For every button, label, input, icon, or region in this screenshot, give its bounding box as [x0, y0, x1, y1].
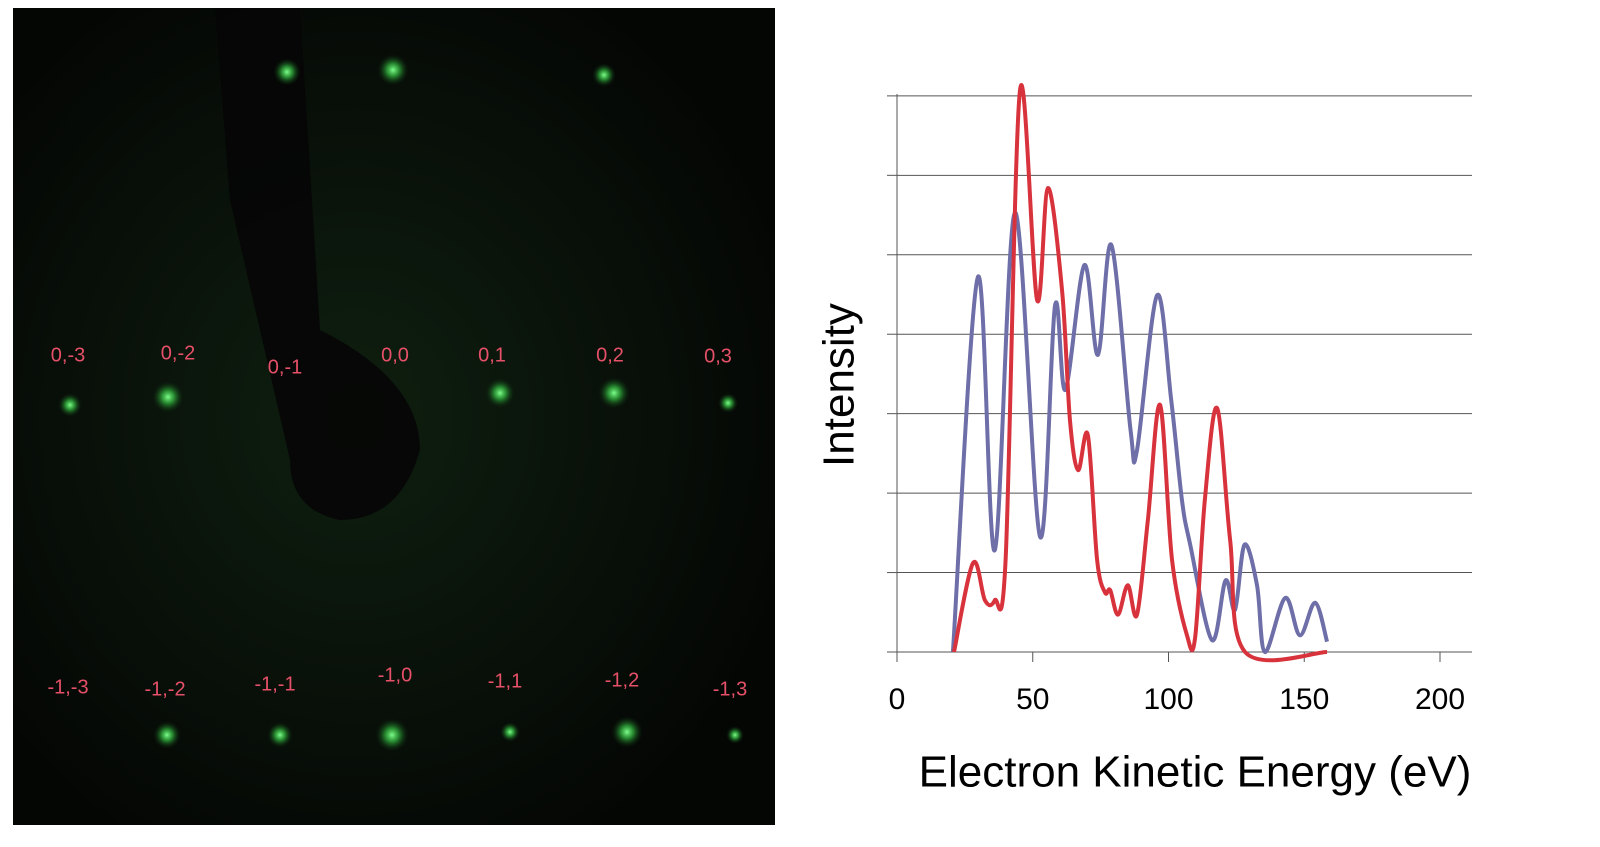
spot: [152, 381, 184, 413]
sample-holder-shadow: [215, 8, 420, 520]
spot: [500, 722, 520, 742]
spot-label: 0,-1: [268, 356, 302, 378]
x-tick-label: 200: [1415, 683, 1465, 716]
spot-label: 0,-2: [161, 342, 195, 364]
spot: [273, 58, 301, 86]
spot: [58, 393, 82, 417]
spot: [598, 377, 630, 409]
x-tick-label: 150: [1279, 683, 1329, 716]
spot-label: 0,-3: [51, 344, 85, 366]
x-tick-label: 50: [1016, 683, 1049, 716]
spot: [267, 722, 293, 748]
x-tick-label: 0: [889, 683, 906, 716]
spot-labels: 0,-3 0,-2 0,-1 0,0 0,1 0,2 0,3 -1,-3 -1,-2 -1,-1 -…: [47, 342, 747, 700]
spot-label: -1,-1: [254, 673, 295, 695]
spot: [726, 726, 744, 744]
spot-label: 0,2: [596, 344, 624, 366]
spot: [592, 63, 616, 87]
y-axis-label: Intensity: [815, 303, 864, 467]
spot: [485, 378, 515, 408]
spot-label: -1,2: [605, 669, 639, 691]
diffraction-spots: [58, 54, 744, 752]
spot-label: 0,3: [704, 345, 732, 367]
x-axis-label: Electron Kinetic Energy (eV): [919, 748, 1472, 797]
spot: [718, 393, 738, 413]
spot-label: -1,3: [713, 678, 747, 700]
spot-label: 0,0: [381, 344, 409, 366]
spot: [153, 721, 181, 749]
spot: [611, 716, 643, 748]
spot-label: -1,-3: [47, 676, 88, 698]
spot: [377, 54, 409, 86]
series-line: [950, 210, 1329, 655]
spot: [375, 718, 409, 752]
spot-label: -1,0: [378, 664, 412, 686]
x-tick-label: 100: [1143, 683, 1193, 716]
spot-label: -1,1: [488, 670, 522, 692]
series-line: [952, 83, 1328, 663]
spot-label: -1,-2: [144, 678, 185, 700]
spot-label: 0,1: [478, 344, 506, 366]
chart: Intensity Electron Kinetic Energy (eV) 0…: [815, 83, 1472, 797]
